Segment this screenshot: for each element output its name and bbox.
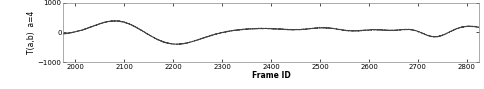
Y-axis label: T(a,b)  a=4: T(a,b) a=4	[27, 11, 36, 54]
X-axis label: Frame ID: Frame ID	[252, 71, 290, 80]
